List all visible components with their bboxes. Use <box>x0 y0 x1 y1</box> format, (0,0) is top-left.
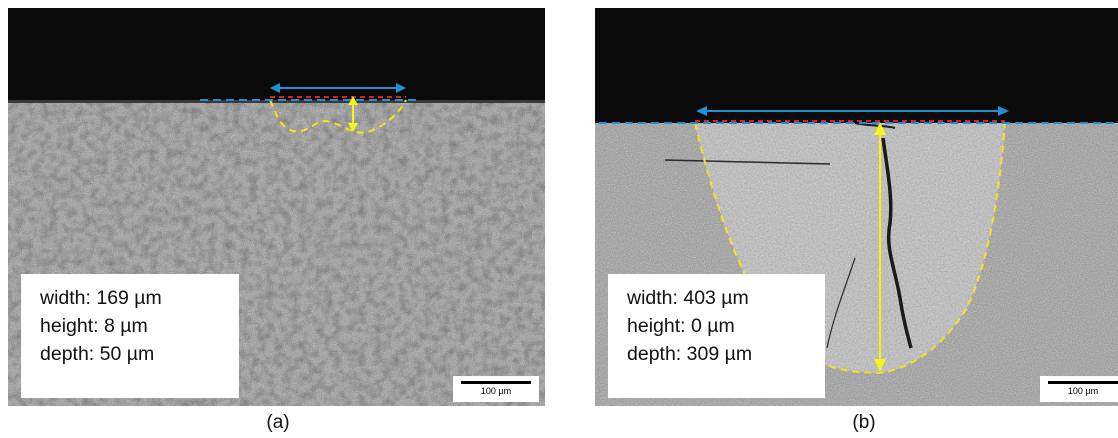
width-arrow-left-head <box>270 83 280 93</box>
secondary-crack <box>826 257 856 349</box>
scale-bar-b: 100 µm <box>1040 376 1118 402</box>
caption-a: (a) <box>266 412 290 433</box>
melt-pool-outline <box>694 122 1006 375</box>
measurement-box-a: width: 169 µm height: 8 µm depth: 50 µm <box>21 274 239 398</box>
surface-edge <box>8 100 545 103</box>
width-arrow-right-head <box>396 83 406 93</box>
scale-bar-label: 100 µm <box>1067 386 1099 396</box>
depth-arrow-bottom-head <box>874 359 886 372</box>
depth-arrow-top-head <box>874 122 886 135</box>
micrograph-panel-a: width: 169 µm height: 8 µm depth: 50 µm … <box>8 8 545 406</box>
height-value: height: 8 µm <box>40 315 148 337</box>
scale-bar-line <box>1048 381 1118 384</box>
micrograph-b-image <box>595 8 1118 406</box>
depth-value: depth: 309 µm <box>627 343 753 365</box>
scale-bar-a: 100 µm <box>453 376 539 402</box>
scale-bar-label: 100 µm <box>480 386 512 396</box>
mount-background <box>8 8 545 100</box>
width-arrow-right-head <box>998 106 1009 116</box>
width-value: width: 169 µm <box>40 287 162 309</box>
height-value: height: 0 µm <box>627 315 735 337</box>
surface-scratch <box>664 159 831 165</box>
width-value: width: 403 µm <box>627 287 749 309</box>
depth-value: depth: 50 µm <box>40 343 155 365</box>
scale-bar-line <box>461 381 531 384</box>
solidification-crack <box>881 137 913 349</box>
top-porosity <box>854 122 896 129</box>
micrograph-panel-b: width: 403 µm height: 0 µm depth: 309 µm… <box>595 8 1118 406</box>
depth-arrow-bottom-head <box>348 123 358 132</box>
depth-arrow-top-head <box>348 96 358 105</box>
width-arrow-left-head <box>696 106 707 116</box>
measurement-box-b: width: 403 µm height: 0 µm depth: 309 µm <box>608 274 825 398</box>
melt-pool-outline <box>269 99 407 134</box>
caption-b: (b) <box>852 412 876 433</box>
mount-background <box>595 8 1118 123</box>
